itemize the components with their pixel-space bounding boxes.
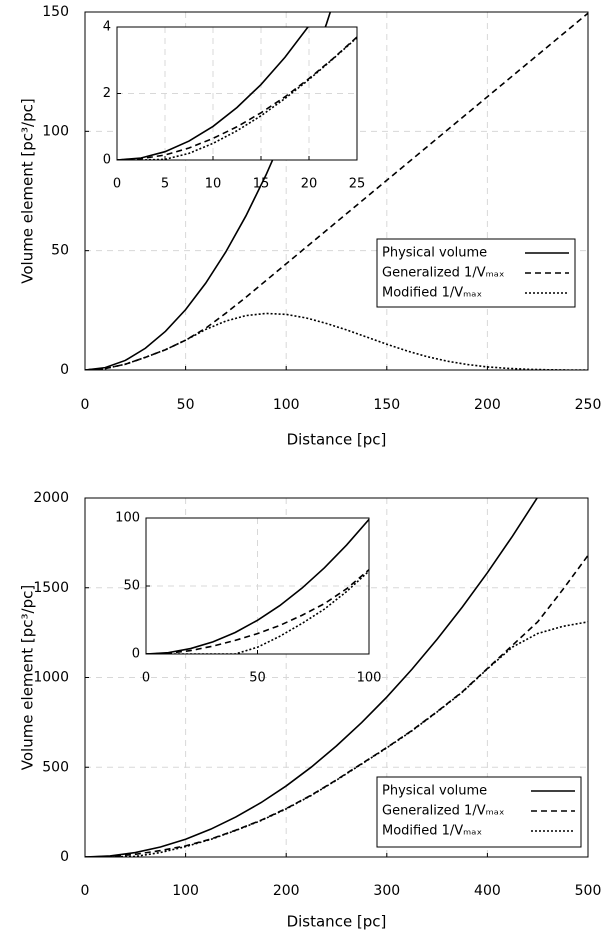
- series-line: [117, 27, 309, 160]
- series-line: [85, 621, 588, 857]
- panel: 0 50 100 0 50 100: [115, 511, 381, 686]
- legend-label: Modified 1/Vₘₐₓ: [382, 286, 482, 301]
- y-tick-label: 150: [42, 4, 69, 20]
- y-tick-label: 100: [115, 511, 140, 526]
- y-tick-label: 0: [60, 849, 69, 865]
- x-axis-label: Distance [pc]: [287, 431, 387, 449]
- series-line: [85, 498, 539, 857]
- legend-label: Physical volume: [382, 784, 487, 799]
- x-tick-label: 200: [474, 397, 501, 413]
- legend-label: Modified 1/Vₘₐₓ: [382, 824, 482, 839]
- x-tick-label: 0: [142, 671, 150, 686]
- x-tick-label: 250: [575, 397, 602, 413]
- series-line: [85, 554, 588, 857]
- x-tick-label: 0: [81, 883, 90, 899]
- x-tick-label: 100: [172, 883, 199, 899]
- x-tick-label: 200: [273, 883, 300, 899]
- x-tick-label: 25: [349, 177, 366, 192]
- y-tick-label: 2000: [33, 490, 69, 506]
- series-line: [146, 518, 369, 654]
- x-tick-label: 20: [301, 177, 318, 192]
- x-tick-label: 0: [113, 177, 121, 192]
- plot-frame: [116, 26, 358, 161]
- y-tick-label: 50: [123, 579, 140, 594]
- series-line: [146, 570, 369, 654]
- x-tick-label: 100: [273, 397, 300, 413]
- y-axis-label: Volume element [pc³/pc]: [19, 585, 37, 771]
- series-line: [85, 312, 588, 370]
- legend-box: [376, 776, 582, 848]
- plot-frame: [84, 497, 589, 858]
- y-tick-label: 1000: [33, 670, 69, 686]
- y-tick-label: 100: [42, 123, 69, 139]
- x-tick-label: 0: [81, 397, 90, 413]
- x-axis-label: Distance [pc]: [287, 913, 387, 931]
- y-tick-label: 0: [60, 362, 69, 378]
- y-tick-label: 1500: [33, 580, 69, 596]
- legend-box: [376, 238, 576, 308]
- x-tick-label: 50: [249, 671, 266, 686]
- x-tick-label: 400: [474, 883, 501, 899]
- legend-label: Generalized 1/Vₘₐₓ: [382, 266, 505, 281]
- panel: 0 5 10 15 20 25 0 2 4: [103, 20, 366, 192]
- x-tick-label: 5: [161, 177, 169, 192]
- x-tick-label: 15: [253, 177, 270, 192]
- legend-label: Physical volume: [382, 246, 487, 261]
- y-tick-label: 50: [51, 243, 69, 259]
- series-line: [146, 569, 369, 654]
- plot-frame: [145, 517, 370, 655]
- x-tick-label: 50: [177, 397, 195, 413]
- y-tick-label: 0: [103, 153, 111, 168]
- y-tick-label: 500: [42, 759, 69, 775]
- x-tick-label: 500: [575, 883, 602, 899]
- x-tick-label: 300: [373, 883, 400, 899]
- y-tick-label: 2: [103, 86, 111, 101]
- y-tick-label: 0: [132, 647, 140, 662]
- series-line: [85, 12, 588, 370]
- y-axis-label: Volume element [pc³/pc]: [19, 98, 37, 284]
- x-tick-label: 100: [357, 671, 382, 686]
- y-tick-label: 4: [103, 20, 111, 35]
- legend-label: Generalized 1/Vₘₐₓ: [382, 804, 505, 819]
- x-tick-label: 10: [205, 177, 222, 192]
- x-tick-label: 150: [373, 397, 400, 413]
- plot-frame: [84, 11, 589, 371]
